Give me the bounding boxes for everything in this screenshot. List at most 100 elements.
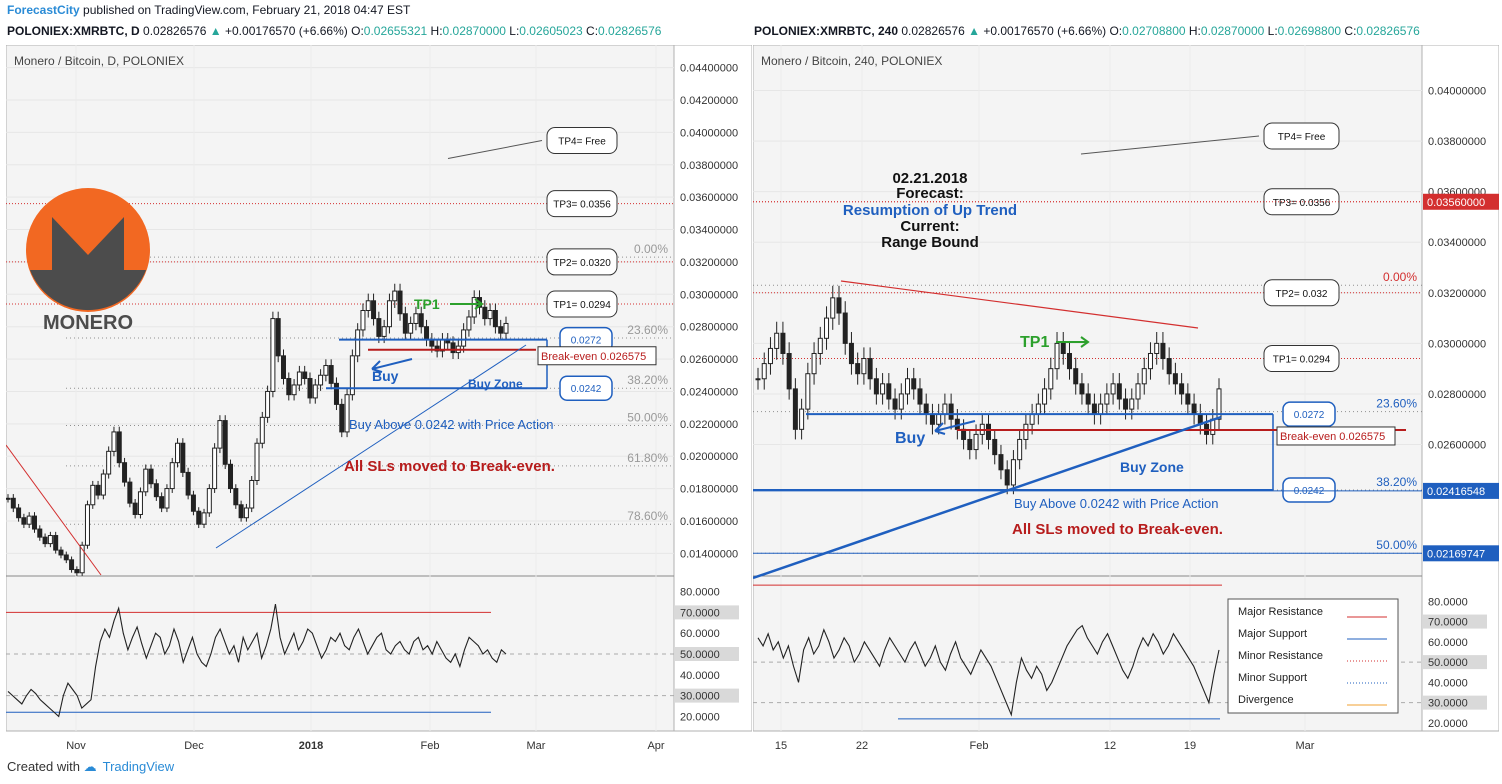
candle-body — [886, 383, 892, 400]
candle-body — [487, 310, 493, 320]
candle-body — [233, 488, 239, 506]
candle-body — [90, 484, 96, 506]
candle-body — [1042, 388, 1048, 405]
rsi-tick-label: 50.0000 — [680, 649, 720, 661]
sl-text: All SLs moved to Break-even. — [344, 458, 555, 475]
candle-body — [238, 504, 244, 519]
tp-label: TP3= 0.0356 — [553, 200, 611, 211]
rsi-line — [757, 624, 1220, 717]
fib-label: 38.20% — [1376, 475, 1417, 489]
x-tick-label: Apr — [647, 740, 664, 752]
rsi-tick-highlight — [1423, 695, 1487, 710]
candle-body — [466, 316, 472, 331]
price-axis-badge — [1423, 482, 1499, 499]
candle-body — [817, 337, 823, 354]
quote-high: 0.02870000 — [1200, 24, 1265, 38]
candle-body — [286, 377, 292, 396]
tp-label: TP3= 0.0356 — [1273, 198, 1331, 209]
price-axis-badge-label: 0.02169747 — [1427, 548, 1485, 560]
candle-body — [905, 378, 911, 395]
tp-callout — [546, 127, 618, 155]
candle-body — [929, 413, 935, 425]
legend-label: Major Resistance — [1238, 606, 1323, 618]
buy-arrow-icon — [934, 420, 976, 435]
candle-body — [31, 515, 37, 530]
candle-body — [1110, 383, 1116, 395]
break-even-label: Break-even 0.026575 — [1280, 431, 1385, 443]
h4-chart-panel[interactable]: 0.04000000 0.03800000 0.03600000 0.03400000… — [753, 45, 1499, 754]
candle-body — [37, 528, 43, 538]
tp-pointer — [447, 140, 543, 160]
tp-callout — [546, 290, 618, 318]
candle-body — [1116, 383, 1122, 400]
rsi-tick-label: 60.0000 — [680, 628, 720, 640]
quote-symbol[interactable]: POLONIEX:XMRBTC, D — [7, 24, 140, 38]
brand-link[interactable]: ForecastCity — [7, 3, 80, 17]
candle-body — [1079, 383, 1085, 395]
published-text: published on TradingView.com, February 2… — [83, 3, 411, 17]
fib-label: 61.80% — [627, 451, 668, 465]
candle-body — [307, 377, 313, 399]
y-tick-label: 0.02000000 — [680, 451, 738, 463]
candle-body — [16, 507, 22, 519]
y-tick-label: 0.03400000 — [680, 225, 738, 237]
y-tick-label: 0.02800000 — [1428, 389, 1486, 401]
y-tick-label: 0.04200000 — [680, 95, 738, 107]
x-tick-label: Nov — [66, 740, 86, 752]
candle-body — [1073, 368, 1079, 385]
candle-body — [424, 326, 430, 341]
candle-body — [355, 329, 361, 357]
candle-body — [254, 442, 260, 481]
candle-body — [1060, 342, 1066, 354]
y-tick-label: 0.04000000 — [680, 127, 738, 139]
candle-body — [1104, 393, 1110, 405]
logo-m — [30, 217, 146, 311]
candle-body — [1098, 403, 1104, 415]
sl-text: All SLs moved to Break-even. — [1012, 521, 1223, 538]
candle-body — [836, 297, 842, 314]
candle-body — [333, 382, 339, 405]
tradingview-link[interactable]: TradingView — [102, 759, 175, 774]
candle-body — [936, 413, 942, 425]
candle-body — [774, 332, 780, 349]
quote-h-label: H: — [430, 24, 443, 38]
y-tick-label: 0.01600000 — [680, 516, 738, 528]
candle-body — [397, 290, 403, 315]
y-tick-label: 0.03400000 — [1428, 237, 1486, 249]
candle-body — [1141, 368, 1147, 385]
quote-c-label: C: — [1344, 24, 1357, 38]
h4-chart-svg[interactable]: 0.040000000.038000000.036000000.03400000… — [753, 45, 1499, 754]
zone-label: 0.0272 — [571, 336, 602, 347]
forecast-current: Range Bound — [881, 234, 979, 251]
daily-chart-panel[interactable]: 0.04400000 0.04200000 0.04000000 0.03800000… — [6, 45, 752, 754]
zone-label: 0.0272 — [1294, 410, 1325, 421]
quote-o-label: O: — [351, 24, 364, 38]
buy-text: Buy — [895, 430, 925, 447]
candle-body — [780, 332, 786, 354]
x-tick-label: 12 — [1104, 740, 1116, 752]
candle-body — [122, 462, 128, 483]
candle-body — [270, 318, 276, 392]
tp-callout — [1263, 122, 1340, 150]
daily-chart-svg[interactable]: 0.04400000 0.04200000 0.04000000 0.03800000… — [6, 45, 752, 754]
candle-body — [249, 479, 255, 509]
resistance-trendline — [6, 444, 102, 576]
candle-body — [371, 300, 377, 320]
candle-body — [992, 438, 998, 456]
support-trendline — [215, 344, 527, 549]
forecast-current-label: Current: — [900, 218, 959, 235]
candle-body — [1123, 398, 1129, 410]
tp1-text: TP1 — [414, 296, 440, 312]
candle-body — [318, 374, 324, 386]
candle-body — [842, 312, 848, 344]
candle-body — [143, 468, 149, 493]
y-tick-label: 0.03800000 — [1428, 136, 1486, 148]
quote-symbol[interactable]: POLONIEX:XMRBTC, 240 — [754, 24, 899, 38]
candle-body — [855, 363, 861, 375]
tp-label: TP2= 0.032 — [1276, 289, 1328, 300]
price-axis-badge-label: 0.03560000 — [1427, 197, 1485, 209]
rsi-tick-label: 80.0000 — [1428, 596, 1468, 608]
forecast-trend: Resumption of Up Trend — [843, 202, 1017, 219]
candle-body — [164, 488, 170, 509]
quote-low: 0.02698800 — [1277, 24, 1342, 38]
